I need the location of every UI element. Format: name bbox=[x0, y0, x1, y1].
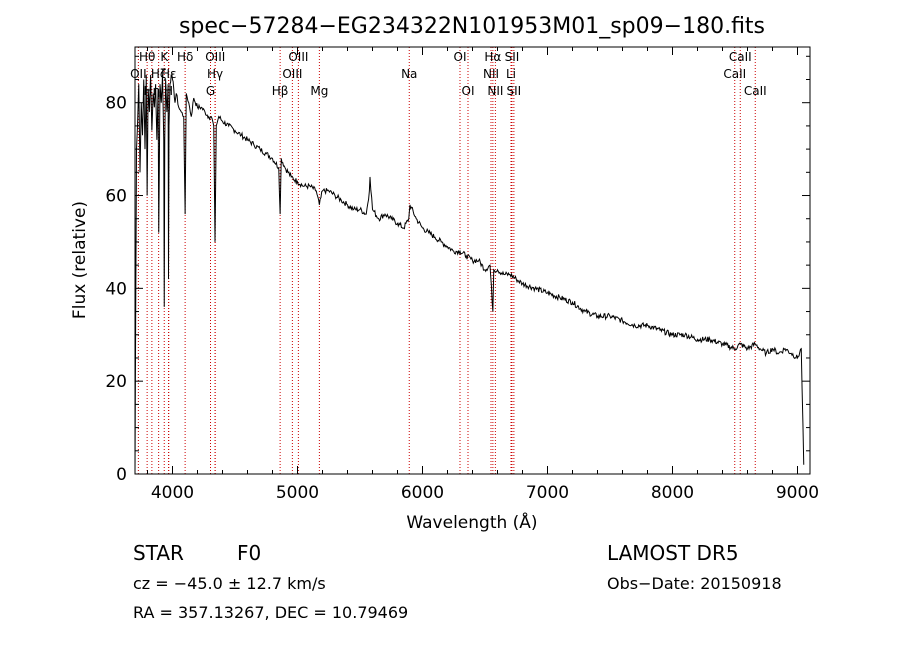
y-tick-label: 0 bbox=[116, 465, 127, 485]
line-marker-label: SII bbox=[507, 84, 522, 98]
line-marker-label: CaII bbox=[744, 84, 767, 98]
y-tick-label: 20 bbox=[105, 372, 127, 392]
y-tick-label: 80 bbox=[105, 94, 127, 114]
line-marker-label: Hβ bbox=[272, 84, 289, 98]
x-axis-ticks: 4000 5000 6000 7000 8000 9000 bbox=[147, 47, 819, 503]
line-marker-label: CaII bbox=[723, 67, 746, 81]
object-subclass: F0 bbox=[237, 541, 261, 565]
spectrum-line bbox=[134, 74, 805, 475]
line-marker-label: OII bbox=[130, 67, 147, 81]
x-tick-label: 7000 bbox=[526, 483, 569, 503]
line-marker-label: Hδ bbox=[177, 50, 193, 64]
x-tick-label: 4000 bbox=[151, 483, 194, 503]
obs-date: Obs−Date: 20150918 bbox=[607, 574, 782, 593]
line-marker-label: K bbox=[160, 50, 169, 64]
redshift-info: cz = −45.0 ± 12.7 km/s bbox=[133, 574, 326, 593]
line-marker-label: OI bbox=[462, 84, 475, 98]
line-marker-label: Hε bbox=[161, 67, 177, 81]
line-marker-label: Na bbox=[401, 67, 417, 81]
x-tick-label: 6000 bbox=[401, 483, 444, 503]
line-marker-label: G bbox=[206, 84, 215, 98]
x-axis-label: Wavelength (Å) bbox=[406, 511, 537, 533]
line-marker-label: CaII bbox=[729, 50, 752, 64]
line-marker-labels: OIIHθHηHζKHHεHδGOIIIHγHβOIIIOIIIMgNaOIOI… bbox=[130, 50, 767, 98]
y-tick-label: 40 bbox=[105, 279, 127, 299]
line-marker-label: OIII bbox=[282, 67, 302, 81]
x-tick-label: 8000 bbox=[651, 483, 694, 503]
object-class: STAR bbox=[133, 541, 184, 565]
line-marker-label: OIII bbox=[288, 50, 308, 64]
line-marker-label: Hγ bbox=[207, 67, 223, 81]
line-marker-label: OI bbox=[454, 50, 467, 64]
coordinates: RA = 357.13267, DEC = 10.79469 bbox=[133, 603, 408, 622]
y-axis-label: Flux (relative) bbox=[70, 201, 90, 319]
chart-title: spec−57284−EG234322N101953M01_sp09−180.f… bbox=[179, 14, 765, 39]
line-marker-label: Hθ bbox=[139, 50, 155, 64]
line-marker-label: Hα bbox=[484, 50, 501, 64]
line-marker-label: OIII bbox=[205, 50, 225, 64]
x-tick-label: 9000 bbox=[776, 483, 819, 503]
survey-name: LAMOST DR5 bbox=[607, 541, 739, 565]
y-tick-label: 60 bbox=[105, 187, 127, 207]
line-marker-label: NII bbox=[487, 84, 503, 98]
x-tick-label: 5000 bbox=[276, 483, 319, 503]
line-marker-label: Li bbox=[506, 67, 516, 81]
line-marker-label: NII bbox=[483, 67, 499, 81]
line-markers bbox=[137, 47, 756, 474]
y-axis-ticks: 0 20 40 60 80 bbox=[105, 55, 810, 485]
line-marker-label: Mg bbox=[310, 84, 328, 98]
line-marker-label: SII bbox=[505, 50, 520, 64]
